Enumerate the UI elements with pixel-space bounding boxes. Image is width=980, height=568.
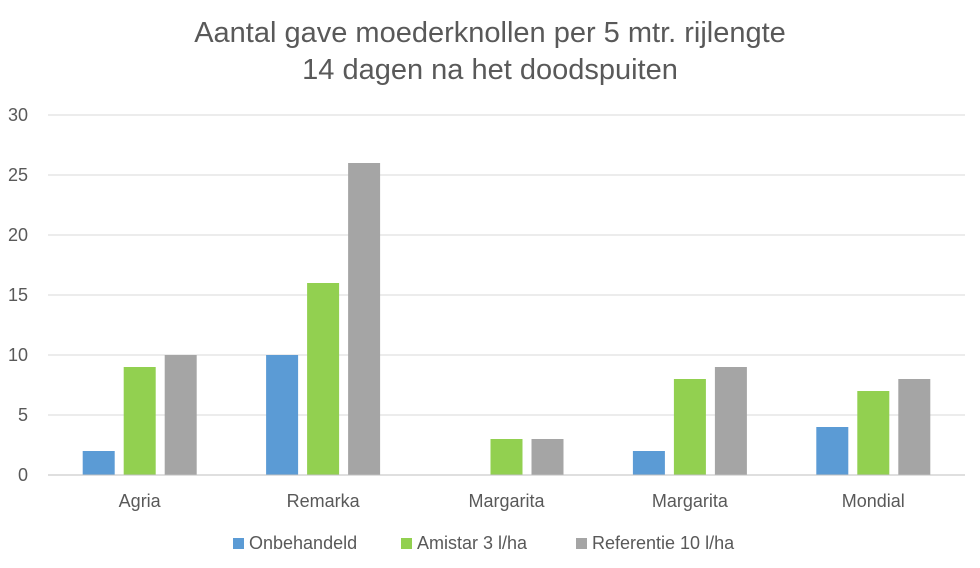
x-category-label: Mondial: [842, 491, 905, 511]
legend-label: Onbehandeld: [249, 533, 357, 553]
legend-swatch: [233, 538, 244, 549]
bar-referentie-10-l-ha-remarka-1: [348, 163, 381, 475]
y-tick-label: 20: [8, 225, 28, 245]
x-axis: Agria Remarka Margarita Margarita Mondial: [48, 474, 965, 511]
y-tick-label: 10: [8, 345, 28, 365]
bar-amistar-3-l-ha-margarita-2: [490, 439, 523, 475]
y-tick-label: 0: [18, 465, 28, 485]
legend-swatch: [576, 538, 587, 549]
chart-title: Aantal gave moederknollen per 5 mtr. rij…: [194, 17, 786, 49]
gridlines: [48, 114, 965, 416]
bar-referentie-10-l-ha-margarita-3: [714, 367, 747, 475]
bar-onbehandeld-agria-0: [82, 451, 115, 475]
bar-amistar-3-l-ha-agria-0: [123, 367, 156, 475]
bars: [82, 163, 931, 475]
y-tick-label: 25: [8, 165, 28, 185]
bar-referentie-10-l-ha-agria-0: [164, 355, 197, 475]
legend-swatch: [401, 538, 412, 549]
legend-label: Referentie 10 l/ha: [592, 533, 735, 553]
y-tick-label: 5: [18, 405, 28, 425]
bar-referentie-10-l-ha-margarita-2: [531, 439, 564, 475]
legend: Onbehandeld Amistar 3 l/ha Referentie 10 l…: [233, 533, 735, 553]
y-tick-label: 15: [8, 285, 28, 305]
bar-onbehandeld-remarka-1: [266, 355, 299, 475]
x-category-label: Margarita: [652, 491, 729, 511]
bar-amistar-3-l-ha-mondial-4: [857, 391, 890, 475]
chart-subtitle: 14 dagen na het doodspuiten: [302, 54, 678, 86]
x-category-label: Margarita: [468, 491, 545, 511]
legend-label: Amistar 3 l/ha: [417, 533, 528, 553]
x-category-label: Remarka: [287, 491, 361, 511]
bar-onbehandeld-mondial-4: [816, 427, 849, 475]
y-tick-label: 30: [8, 105, 28, 125]
y-axis-ticks: 0 5 10 15 20 25 30: [8, 105, 28, 485]
bar-onbehandeld-margarita-3: [632, 451, 665, 475]
x-category-label: Agria: [119, 491, 162, 511]
bar-amistar-3-l-ha-margarita-3: [673, 379, 706, 475]
bar-amistar-3-l-ha-remarka-1: [307, 283, 340, 475]
bar-referentie-10-l-ha-mondial-4: [898, 379, 931, 475]
